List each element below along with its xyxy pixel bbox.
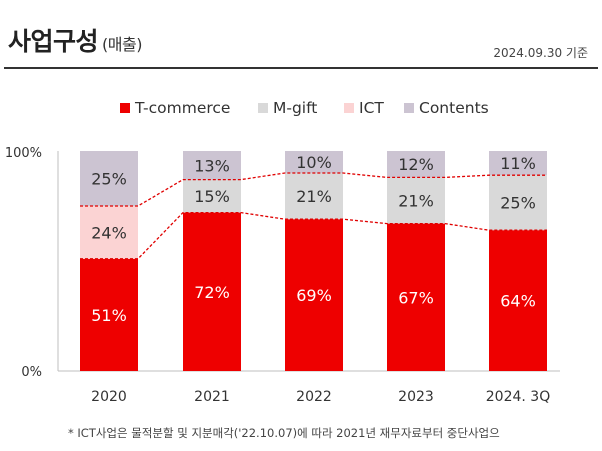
data-label-contents: 10% bbox=[296, 153, 332, 172]
page-title: 사업구성 (매출) bbox=[8, 22, 142, 58]
data-label-contents: 13% bbox=[194, 156, 230, 175]
data-label-contents: 12% bbox=[398, 155, 434, 174]
page-title-text: 사업구성 bbox=[8, 27, 99, 56]
data-label-ict: 24% bbox=[91, 223, 127, 242]
data-label-m-gift: 15% bbox=[194, 187, 230, 206]
x-tick-label: 2022 bbox=[296, 389, 332, 405]
data-label-t-commerce: 51% bbox=[91, 306, 127, 325]
bar-segment-t-commerce bbox=[183, 212, 241, 371]
chart-legend: T-commerce M-gift ICT Contents bbox=[120, 99, 489, 117]
chart-connectors bbox=[80, 172, 547, 260]
bar-segment-m-gift bbox=[387, 177, 445, 224]
header-divider bbox=[4, 67, 598, 69]
y-tick-label-max: 100% bbox=[5, 146, 42, 161]
bar-segment-t-commerce bbox=[285, 219, 343, 371]
data-label-t-commerce: 64% bbox=[500, 292, 536, 311]
x-tick-label: 2023 bbox=[398, 389, 434, 405]
data-label-contents: 25% bbox=[91, 170, 127, 189]
y-tick-label-min: 0% bbox=[21, 365, 42, 380]
data-label-m-gift: 21% bbox=[296, 187, 332, 206]
bar-segment-contents bbox=[183, 151, 241, 180]
data-label-t-commerce: 69% bbox=[296, 286, 332, 305]
legend-label-t-commerce: T-commerce bbox=[134, 99, 230, 117]
legend-swatch-contents bbox=[404, 103, 414, 113]
x-tick-label: 2020 bbox=[91, 389, 127, 405]
legend-swatch-ict bbox=[344, 103, 354, 113]
chart-axes: 100% 0% 2020 2021 2022 2023 2024. 3Q bbox=[5, 146, 560, 405]
data-label-t-commerce: 67% bbox=[398, 288, 434, 307]
as-of-date: 2024.09.30 기준 bbox=[493, 46, 588, 60]
bar-segment-t-commerce bbox=[80, 258, 138, 371]
bar-segment-m-gift bbox=[285, 173, 343, 220]
chart-bars bbox=[80, 151, 547, 371]
bar-segment-t-commerce bbox=[387, 223, 445, 371]
bar-segment-t-commerce bbox=[489, 230, 547, 371]
legend-swatch-m-gift bbox=[258, 103, 268, 113]
header: 사업구성 (매출) 2024.09.30 기준 bbox=[0, 0, 602, 70]
bar-segment-contents bbox=[80, 151, 138, 206]
data-label-m-gift: 25% bbox=[500, 194, 536, 213]
x-tick-label: 2021 bbox=[194, 389, 230, 405]
bar-segment-ict bbox=[80, 206, 138, 259]
connector-line-lower bbox=[80, 211, 547, 260]
bar-segment-m-gift bbox=[489, 175, 547, 231]
data-label-m-gift: 21% bbox=[398, 192, 434, 211]
bar-segment-contents bbox=[387, 151, 445, 178]
bar-segment-contents bbox=[285, 151, 343, 173]
x-tick-label: 2024. 3Q bbox=[486, 389, 550, 405]
legend-label-ict: ICT bbox=[359, 99, 384, 117]
data-label-contents: 11% bbox=[500, 154, 536, 173]
connector-line-upper bbox=[80, 172, 547, 207]
legend-label-contents: Contents bbox=[419, 99, 489, 117]
legend-swatch-t-commerce bbox=[120, 103, 130, 113]
data-label-t-commerce: 72% bbox=[194, 283, 230, 302]
footnote: * ICT사업은 물적분할 및 지분매각('22.10.07)에 따라 2021… bbox=[68, 426, 500, 440]
page-subtitle: (매출) bbox=[102, 35, 142, 54]
chart-data-labels: 51% 24% 25% 72% 15% 13% 69% 21% 10% 67% 21% 12% 64% 2… bbox=[91, 153, 536, 325]
legend-label-m-gift: M-gift bbox=[273, 99, 317, 117]
bar-segment-m-gift bbox=[183, 179, 241, 213]
stacked-bar-chart: T-commerce M-gift ICT Contents 100% 0% 2020 20… bbox=[5, 99, 560, 405]
bar-segment-contents bbox=[489, 151, 547, 176]
